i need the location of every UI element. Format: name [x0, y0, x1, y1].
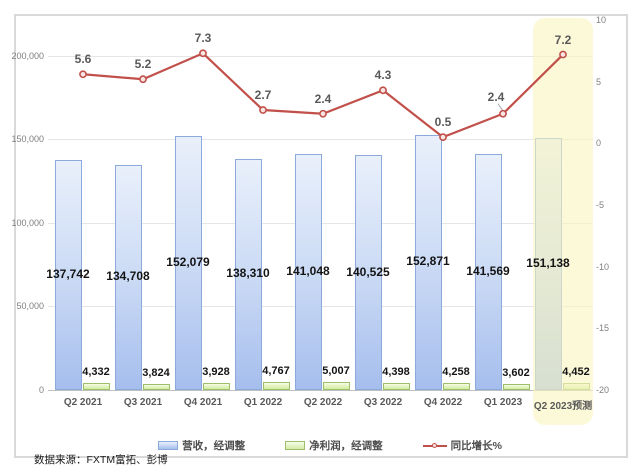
legend-label-growth: 同比增长%	[450, 440, 502, 452]
legend-label-revenue: 营收，经调整	[182, 440, 246, 452]
revenue-bar	[54, 159, 82, 390]
revenue-bar-label: 151,138	[526, 255, 570, 270]
growth-point-label: 7.3	[194, 31, 212, 46]
profit-bar-label: 5,007	[322, 364, 350, 377]
category-label: Q2 2021	[63, 397, 103, 408]
growth-point-marker	[319, 109, 327, 118]
revenue-swatch-icon	[158, 441, 179, 450]
category-label: Q2 2023预测	[533, 401, 593, 412]
growth-point-label: 0.5	[434, 115, 452, 130]
profit-bar	[382, 382, 410, 390]
y-axis-tick-label-left: 150,000	[11, 134, 44, 145]
forecast-highlight-band	[533, 18, 593, 425]
growth-point-label: 2.4	[487, 89, 505, 104]
legend-item-growth: 同比增长%	[422, 438, 502, 453]
profit-bar-label: 4,332	[82, 365, 110, 378]
revenue-bar	[474, 153, 502, 390]
revenue-bar	[114, 164, 142, 390]
legend-item-profit: 净利润，经调整	[285, 438, 383, 453]
profit-bar	[202, 383, 230, 390]
growth-point-marker	[79, 70, 87, 79]
profit-bar	[262, 382, 290, 390]
revenue-bar	[234, 158, 262, 390]
chart-frame: 0 50,000 100,000 150,000 200,000 10 5 0 -5 -10 -15…	[11, 14, 630, 466]
growth-line-swatch-icon	[422, 441, 447, 450]
profit-bar-label: 3,602	[502, 366, 530, 379]
revenue-bar	[414, 134, 442, 390]
growth-point-marker	[379, 86, 387, 95]
legend: 营收，经调整 净利润，经调整 同比增长%	[30, 438, 630, 453]
revenue-bar-label: 152,871	[406, 254, 450, 269]
category-label: Q4 2022	[423, 397, 463, 408]
category-label: Q1 2023	[483, 397, 523, 408]
revenue-bar-label: 141,569	[466, 263, 510, 278]
growth-point-marker	[259, 106, 267, 114]
y-axis-tick-label-right: -5	[596, 200, 605, 210]
legend-item-revenue: 营收，经调整	[158, 438, 245, 453]
growth-point-label: 5.6	[74, 52, 92, 67]
profit-bar	[142, 383, 170, 390]
y-axis-tick-label-right: 0	[596, 138, 602, 149]
category-label: Q4 2021	[183, 397, 223, 408]
revenue-bar	[354, 155, 382, 390]
y-axis-tick-label-left: 0	[38, 385, 44, 395]
growth-point-marker	[139, 75, 147, 84]
revenue-bar-label: 141,048	[286, 264, 330, 279]
category-label: Q1 2022	[243, 397, 283, 408]
profit-bar-label: 3,824	[142, 366, 170, 379]
growth-point-label: 2.7	[254, 88, 272, 103]
category-label: Q2 2022	[303, 397, 343, 408]
gridline	[48, 139, 593, 141]
category-label: Q3 2022	[363, 397, 403, 408]
plot-area: 0 50,000 100,000 150,000 200,000 10 5 0 -5 -10 -15…	[11, 15, 626, 456]
profit-bar	[442, 382, 470, 390]
profit-bar-label: 4,452	[562, 365, 590, 378]
x-axis-line	[48, 390, 593, 391]
profit-bar-label: 4,398	[382, 365, 410, 378]
profit-bar	[82, 382, 110, 390]
growth-point-label: 7.2	[554, 32, 572, 47]
y-axis-tick-label-right: -10	[596, 261, 610, 272]
y-axis-tick-label-right: -15	[596, 323, 610, 334]
y-axis-tick-label-right: -20	[596, 385, 610, 395]
y-axis-tick-label-right: 5	[596, 76, 602, 87]
revenue-bar	[294, 154, 322, 390]
revenue-bar-label: 137,742	[46, 266, 90, 281]
growth-point-label: 5.2	[134, 57, 152, 72]
y-axis-tick-label-right: 10	[596, 15, 607, 25]
revenue-bar-label: 138,310	[226, 266, 270, 281]
revenue-bar-label: 140,525	[346, 264, 390, 279]
source-note: 数据来源：FXTM富拓、彭博	[34, 454, 168, 466]
profit-bar-label: 4,767	[262, 365, 290, 378]
revenue-bar-label: 134,708	[106, 269, 150, 284]
profit-swatch-icon	[285, 441, 306, 450]
y-axis-tick-label-left: 100,000	[11, 217, 44, 228]
growth-point-label: 4.3	[374, 68, 392, 83]
growth-point-label: 2.4	[314, 91, 332, 106]
profit-bar	[322, 381, 350, 390]
category-label: Q3 2021	[123, 397, 163, 408]
y-axis-tick-label-left: 200,000	[11, 50, 44, 61]
profit-bar-label: 4,258	[442, 365, 470, 378]
legend-label-profit: 净利润，经调整	[309, 440, 383, 452]
revenue-bar-label: 152,079	[166, 254, 210, 269]
profit-bar	[502, 383, 530, 390]
profit-bar-label: 3,928	[202, 366, 230, 379]
y-axis-tick-label-left: 50,000	[16, 301, 44, 312]
growth-point-marker	[499, 109, 507, 118]
revenue-bar	[174, 135, 202, 390]
